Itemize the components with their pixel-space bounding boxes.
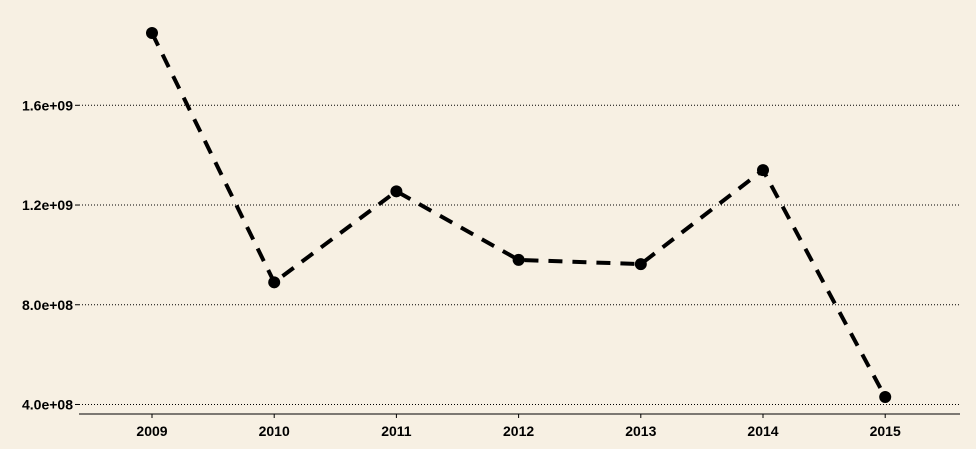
data-point — [390, 185, 403, 198]
data-point — [268, 276, 281, 289]
x-tick-label: 2010 — [259, 423, 290, 439]
data-point — [634, 258, 647, 271]
y-tick-label: 1.6e+09 — [22, 97, 73, 113]
data-point — [512, 253, 525, 266]
x-tick-label: 2012 — [503, 423, 534, 439]
data-point — [146, 27, 158, 39]
y-tick-label: 4.0e+08 — [22, 396, 73, 412]
y-tick-label: 8.0e+08 — [22, 297, 73, 313]
x-axis: 2009 2010 2011 2012 2013 2014 2015 — [79, 413, 960, 439]
x-tick-label: 2009 — [136, 423, 167, 439]
x-tick-label: 2015 — [870, 423, 901, 439]
data-point — [757, 164, 769, 177]
data-point — [879, 391, 892, 403]
y-axis: 4.0e+08 8.0e+08 1.2e+09 1.6e+09 — [22, 97, 79, 412]
series-group — [146, 27, 892, 403]
x-tick-label: 2013 — [625, 423, 656, 439]
y-tick-label: 1.2e+09 — [22, 197, 73, 213]
x-tick-label: 2014 — [747, 423, 778, 439]
series-line — [150, 32, 887, 398]
x-tick-label: 2011 — [381, 423, 412, 439]
